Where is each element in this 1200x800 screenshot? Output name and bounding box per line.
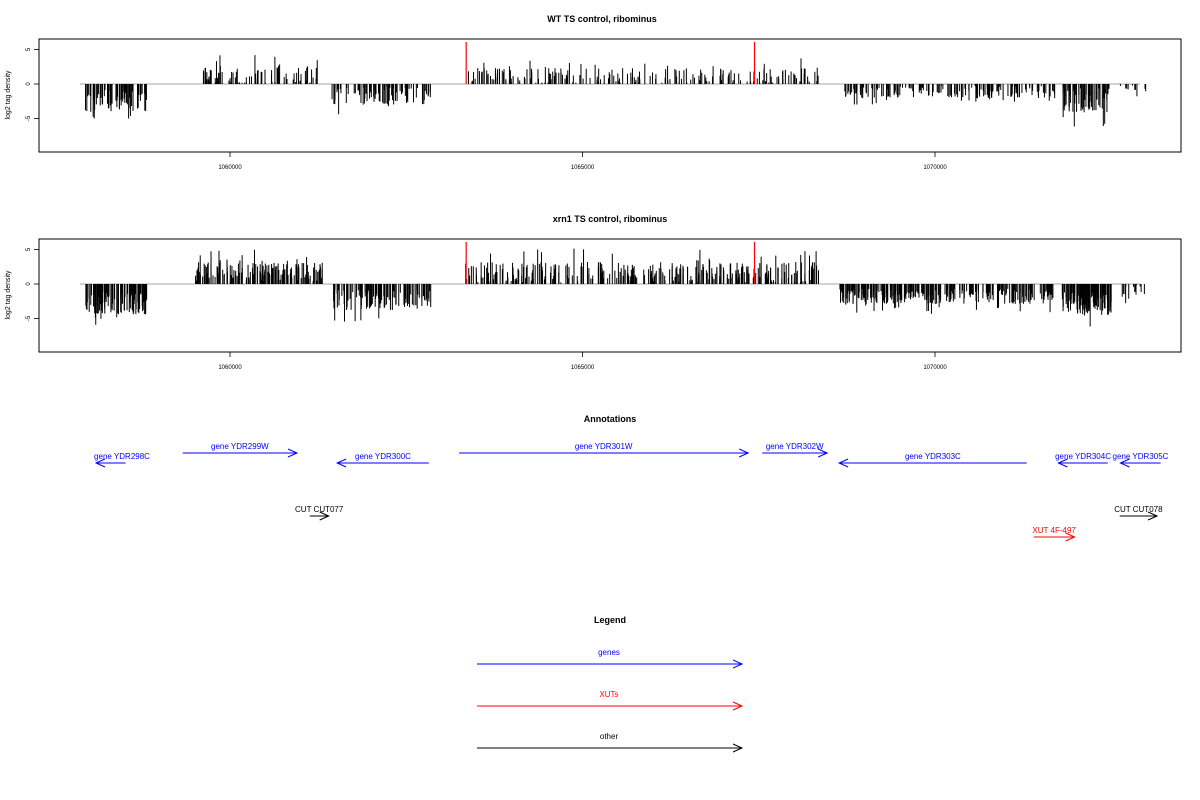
- wt-panel-title: WT TS control, ribominus: [547, 14, 657, 24]
- legend-items: genes XUTs other: [477, 648, 744, 753]
- wt-signal-bars: [85, 55, 1147, 127]
- wt-red-markers: [465, 42, 756, 84]
- annotation-features: gene YDR298C gene YDR299W gene YDR300C gene…: [94, 442, 1169, 542]
- wt-track-panel: WT TS control, ribominus log2 tag densit…: [5, 14, 1182, 171]
- feature-arrow-head: [817, 448, 829, 458]
- feature-arrow-head: [319, 511, 330, 521]
- annotation-feature: CUT CUT078: [1114, 505, 1163, 521]
- wt-y-tick-label: 0: [26, 82, 32, 86]
- xrn1-x-tick-label: 1060000: [218, 365, 242, 371]
- wt-x-tick-label: 1070000: [923, 165, 947, 171]
- xrn1-track-panel: xrn1 TS control, ribominus log2 tag dens…: [5, 214, 1182, 371]
- annotation-feature: XUT 4F-497: [1032, 526, 1076, 542]
- legend-panel: Legend genes XUTs other: [477, 615, 744, 753]
- feature-label: gene YDR300C: [355, 452, 411, 461]
- legend-title: Legend: [594, 615, 626, 625]
- legend-label: genes: [598, 648, 620, 657]
- legend-item: genes: [477, 648, 744, 669]
- xrn1-plot-frame: [38, 238, 1182, 353]
- wt-y-axis-label: log2 tag density: [5, 70, 12, 120]
- legend-arrow-head: [732, 659, 744, 669]
- annotation-feature: gene YDR302W: [762, 442, 829, 458]
- legend-item: other: [477, 732, 744, 753]
- annotations-title: Annotations: [584, 414, 637, 424]
- annotation-feature: gene YDR305C: [1113, 452, 1169, 468]
- xrn1-y-tick-label: 5: [26, 247, 32, 251]
- feature-label: CUT CUT077: [295, 505, 344, 514]
- legend-arrow-head: [732, 743, 744, 753]
- xrn1-y-axis-label: log2 tag density: [5, 270, 12, 320]
- feature-label: CUT CUT078: [1114, 505, 1163, 514]
- feature-label: gene YDR299W: [211, 442, 269, 451]
- annotation-feature: gene YDR298C: [94, 452, 150, 468]
- annotation-feature: gene YDR303C: [837, 452, 1027, 468]
- annotation-feature: gene YDR299W: [182, 442, 299, 458]
- xrn1-x-tick-label: 1065000: [571, 365, 595, 371]
- xrn1-y-tick-label: -5: [26, 315, 32, 321]
- wt-y-tick-label: -5: [26, 115, 32, 121]
- annotation-feature: gene YDR304C: [1055, 452, 1111, 468]
- legend-label: XUTs: [599, 690, 618, 699]
- feature-label: gene YDR304C: [1055, 452, 1111, 461]
- wt-x-tick-label: 1065000: [571, 165, 595, 171]
- feature-arrow-head: [1119, 458, 1130, 468]
- wt-y-tick-label: 5: [26, 47, 32, 51]
- feature-arrow-head: [738, 448, 750, 458]
- xrn1-x-tick-label: 1070000: [923, 365, 947, 371]
- feature-label: gene YDR301W: [575, 442, 633, 451]
- feature-label: gene YDR298C: [94, 452, 150, 461]
- annotation-feature: gene YDR300C: [335, 452, 429, 468]
- wt-x-axis: 1060000 1065000 1070000: [218, 152, 947, 171]
- legend-label: other: [600, 732, 619, 741]
- feature-label: gene YDR302W: [766, 442, 824, 451]
- xrn1-x-axis: 1060000 1065000 1070000: [218, 352, 947, 371]
- xrn1-red-markers: [465, 242, 756, 284]
- feature-arrow-head: [1147, 511, 1159, 521]
- feature-arrow-head: [837, 458, 849, 468]
- wt-x-tick-label: 1060000: [218, 165, 242, 171]
- xrn1-signal-bars: [85, 248, 1145, 327]
- xrn1-y-axis: 5 0 -5: [26, 247, 39, 321]
- feature-arrow-head: [1057, 458, 1068, 468]
- feature-label: gene YDR303C: [905, 452, 961, 461]
- feature-arrow-head: [1065, 532, 1076, 542]
- wt-y-axis: 5 0 -5: [26, 47, 39, 121]
- legend-item: XUTs: [477, 690, 744, 711]
- feature-label: XUT 4F-497: [1032, 526, 1076, 535]
- feature-label: gene YDR305C: [1113, 452, 1169, 461]
- annotation-feature: CUT CUT077: [295, 505, 344, 521]
- legend-arrow-head: [732, 701, 744, 711]
- feature-arrow-head: [287, 448, 299, 458]
- xrn1-y-tick-label: 0: [26, 282, 32, 286]
- feature-arrow-head: [335, 458, 347, 468]
- xrn1-panel-title: xrn1 TS control, ribominus: [553, 214, 668, 224]
- feature-arrow-head: [94, 458, 106, 468]
- annotation-feature: gene YDR301W: [459, 442, 750, 458]
- wt-plot-frame: [38, 38, 1182, 153]
